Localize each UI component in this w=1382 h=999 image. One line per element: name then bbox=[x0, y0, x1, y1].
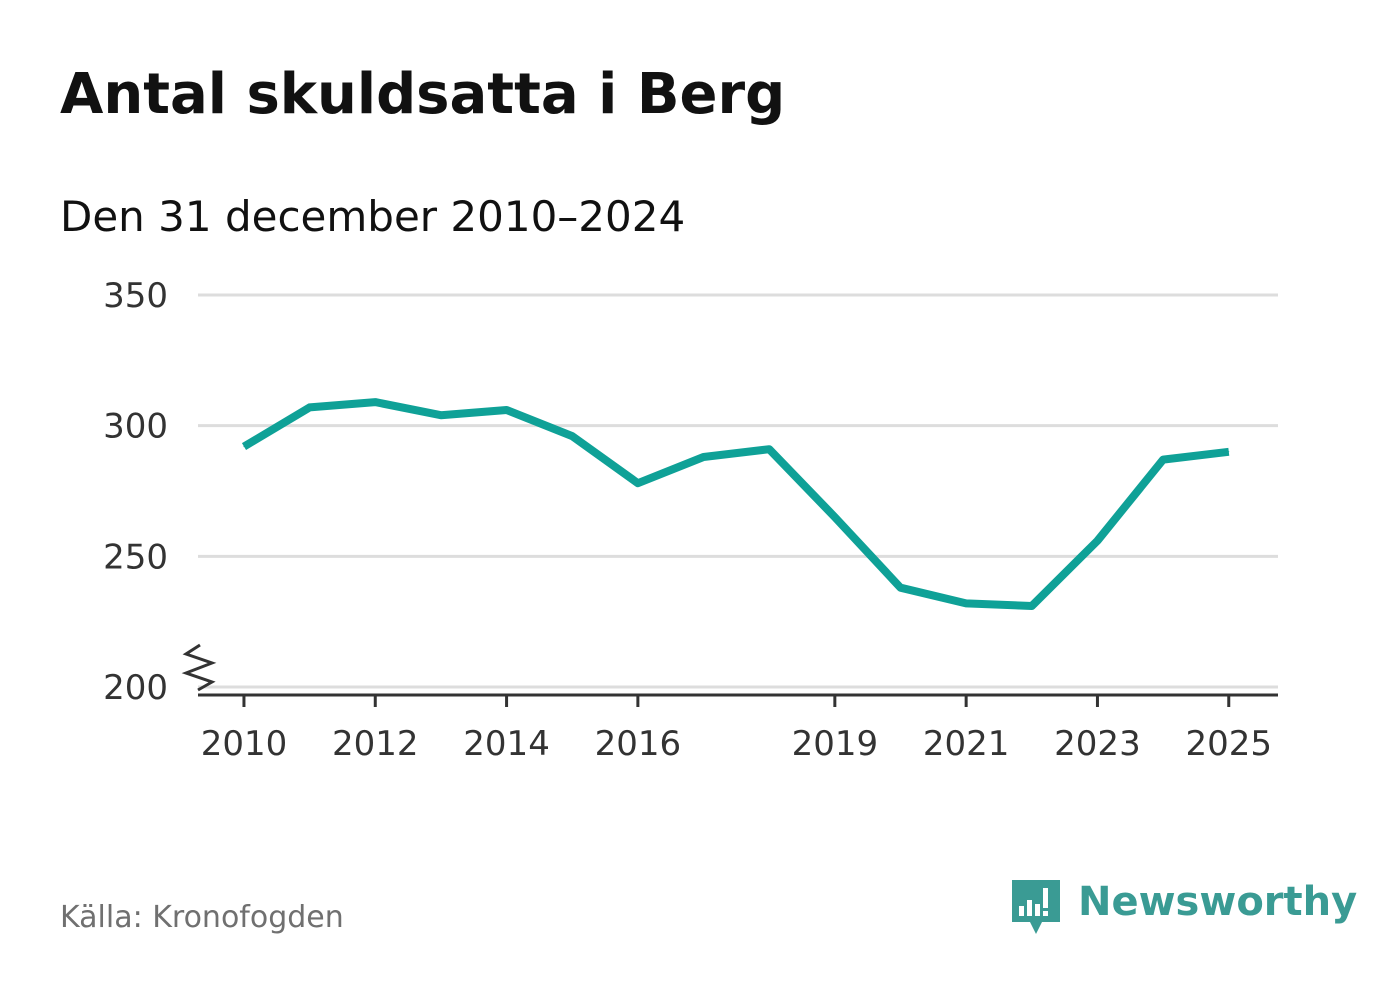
data-point bbox=[506, 409, 508, 411]
x-tick-label: 2021 bbox=[923, 724, 1010, 764]
source-note: Källa: Kronofogden bbox=[60, 900, 344, 935]
data-point bbox=[899, 587, 901, 589]
data-point bbox=[965, 602, 967, 604]
x-axis-ticks: 2010 2012 2014 2016 2019 2021 2023 2025 bbox=[201, 695, 1272, 764]
data-point bbox=[768, 448, 770, 450]
data-point bbox=[1096, 540, 1098, 542]
data-point bbox=[637, 482, 639, 484]
data-point bbox=[703, 456, 705, 458]
data-point bbox=[374, 401, 376, 403]
data-point bbox=[1162, 459, 1164, 461]
y-tick-label: 250 bbox=[103, 537, 168, 577]
data-point bbox=[834, 516, 836, 518]
series-line-0 bbox=[241, 398, 1230, 610]
x-tick-label: 2023 bbox=[1054, 724, 1141, 764]
y-tick-label: 200 bbox=[103, 668, 168, 708]
chart-title: Antal skuldsatta i Berg bbox=[60, 62, 786, 127]
data-point bbox=[440, 414, 442, 416]
axis-break-zigzag bbox=[181, 643, 217, 692]
x-tick-label: 2025 bbox=[1185, 724, 1272, 764]
data-point bbox=[1031, 605, 1033, 607]
x-tick-label: 2019 bbox=[792, 724, 879, 764]
data-point bbox=[571, 435, 573, 437]
y-tick-label: 300 bbox=[103, 407, 168, 447]
brand-logo: Newsworthy bbox=[1010, 876, 1357, 940]
x-tick-label: 2012 bbox=[332, 724, 419, 764]
chart-subtitle: Den 31 december 2010–2024 bbox=[60, 192, 686, 241]
grid-lines bbox=[198, 293, 1278, 689]
series-group bbox=[241, 398, 1230, 610]
data-point bbox=[243, 446, 245, 448]
y-tick-label: 350 bbox=[103, 276, 168, 316]
x-tick-label: 2016 bbox=[595, 724, 682, 764]
data-point bbox=[309, 406, 311, 408]
bar-chart-speech-bubble-icon bbox=[1012, 880, 1060, 934]
data-point bbox=[1228, 451, 1230, 453]
x-tick-label: 2014 bbox=[463, 724, 550, 764]
y-axis-ticks: 200 250 300 350 bbox=[103, 276, 168, 708]
x-tick-label: 2010 bbox=[201, 724, 288, 764]
axis-break-icon bbox=[181, 643, 217, 692]
brand-name: Newsworthy bbox=[1078, 879, 1358, 925]
